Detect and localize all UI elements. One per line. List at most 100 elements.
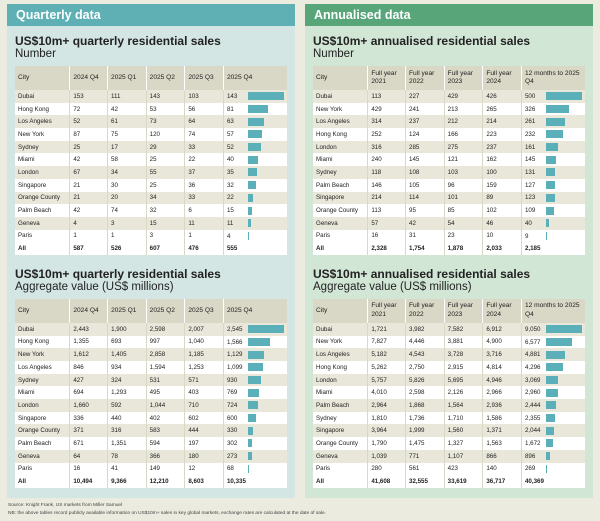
- value-bar: [545, 439, 553, 448]
- table-cell: Singapore: [18, 414, 47, 422]
- table-cell: 227: [405, 90, 445, 103]
- cell-value: 4,296: [524, 363, 541, 371]
- table-cell: 103: [443, 166, 483, 179]
- table-cell: Singapore: [313, 191, 368, 205]
- table-cell: 95: [405, 204, 445, 217]
- total-cell: 2,033: [482, 242, 522, 255]
- table-cell: 143: [145, 90, 185, 103]
- table-cell: 72: [69, 102, 108, 116]
- value-bar: [545, 92, 582, 101]
- table-cell: 324: [107, 373, 147, 387]
- table-cell: 42: [69, 153, 108, 167]
- total-row: All 41,608 32,555 33,619 36,717 40,369: [313, 475, 585, 488]
- value-bar: [545, 376, 559, 385]
- cell-value: 145: [524, 156, 536, 164]
- table-cell: 145: [405, 153, 445, 167]
- column-header: Full year 2021: [367, 66, 406, 90]
- table-cell: 54: [443, 216, 483, 230]
- cell-value: 40: [524, 219, 532, 227]
- cell-value: 2,044: [524, 427, 541, 435]
- cell-value: 4,881: [524, 351, 541, 359]
- table-cell: Singapore: [313, 424, 368, 438]
- table-cell: 223: [482, 128, 522, 141]
- table-row: Singapore 214 114 101 89 123: [313, 191, 585, 205]
- total-cell: 2,328: [367, 242, 406, 255]
- value-bar: [545, 181, 556, 190]
- value-bar: [545, 401, 556, 410]
- value-bar: [247, 439, 253, 448]
- value-bar: [545, 117, 565, 126]
- nb-note: NB: the above tables record publicly ava…: [8, 511, 326, 516]
- value-bar: [545, 426, 555, 435]
- cell-value: 273: [226, 452, 238, 460]
- cell-value: 930: [226, 376, 238, 384]
- table-cell: 5,757: [367, 373, 406, 387]
- table-cell: 100: [482, 166, 522, 179]
- table-cell: New York: [15, 348, 70, 361]
- data-table: City Full year 2021 Full year 2022 Full yea…: [313, 298, 585, 488]
- table-cell: 769: [222, 386, 287, 400]
- total-cell: 476: [184, 242, 224, 255]
- table-row: Los Angeles 846 934 1,594 1,253 1,099: [15, 361, 287, 374]
- table-cell: 25: [145, 153, 185, 167]
- table-subtitle: Number: [313, 48, 354, 60]
- column-header: Full year 2022: [405, 66, 445, 90]
- cell-value: 109: [524, 207, 536, 215]
- table-cell: 4,296: [520, 361, 585, 374]
- table-row: Miami 42 58 25 22 40: [15, 153, 287, 167]
- table-cell: 15: [222, 204, 287, 217]
- table-cell: 3,728: [443, 348, 483, 361]
- table-cell: 232: [520, 128, 585, 141]
- value-bar: [247, 181, 257, 190]
- column-header: 2024 Q4: [69, 66, 108, 90]
- table-cell: 21: [69, 178, 108, 192]
- table-cell: 5,182: [367, 348, 406, 361]
- cell-value: 81: [226, 105, 234, 113]
- total-cell: 33,619: [443, 475, 483, 488]
- total-cell: 10,335: [222, 475, 287, 488]
- table-cell: Hong Kong: [18, 105, 49, 113]
- table-cell: 3,982: [405, 322, 445, 336]
- table-cell: 4,900: [482, 335, 522, 349]
- table-cell: 42: [107, 102, 147, 116]
- table-title: US$10m+ annualised residential sales: [313, 34, 531, 48]
- table-cell: 68: [222, 462, 287, 476]
- cell-value: 2,444: [524, 402, 541, 410]
- header-row: City Full year 2021 Full year 2022 Full yea…: [313, 298, 585, 323]
- table-cell: 1,710: [443, 411, 483, 425]
- total-row: All 587 526 607 476 555: [15, 242, 287, 255]
- table-cell: Orange County: [15, 191, 70, 205]
- table-cell: 34: [107, 166, 147, 179]
- table-cell: 197: [184, 437, 224, 450]
- table-cell: Sydney: [15, 140, 70, 154]
- table-section: US$10m+ quarterly residential sales Numbe…: [7, 35, 295, 255]
- table-row: Sydney 427 324 531 571 930: [15, 373, 287, 387]
- column-header: Full year 2023: [443, 298, 483, 323]
- table-cell: 2,443: [69, 322, 108, 336]
- table-cell: 15: [145, 216, 185, 230]
- table-row: Palm Beach 2,964 1,868 1,564 2,936 2,444: [313, 399, 585, 412]
- quarterly-panel: Quarterly data US$10m+ quarterly residen…: [7, 4, 295, 498]
- table-cell: 118: [367, 166, 406, 179]
- table-cell: 314: [367, 115, 406, 129]
- table-cell: 444: [184, 424, 224, 438]
- cell-value: 22: [226, 194, 234, 202]
- total-cell: All: [313, 242, 368, 255]
- table-cell: 101: [443, 191, 483, 205]
- table-cell: 114: [405, 191, 445, 205]
- table-title: US$10m+ quarterly residential sales: [15, 266, 221, 281]
- cell-value: 1,672: [524, 440, 541, 448]
- table-cell: 1,107: [443, 449, 483, 463]
- table-row: Paris 1 1 3 1 4: [15, 229, 287, 243]
- column-header: Full year 2024: [482, 298, 522, 323]
- value-bar: [247, 117, 264, 126]
- table-cell: 1,475: [405, 437, 445, 450]
- table-cell: 2,964: [367, 399, 406, 412]
- table-cell: 4,814: [482, 361, 522, 374]
- table-cell: 2,355: [520, 411, 585, 425]
- total-cell: 9,366: [107, 475, 147, 488]
- table-cell: 261: [520, 115, 585, 129]
- table-row: Miami 4,010 2,598 2,126 2,966 2,960: [313, 386, 585, 400]
- table-cell: 4: [69, 216, 108, 230]
- table-row: Geneva 64 78 366 180 273: [15, 449, 287, 463]
